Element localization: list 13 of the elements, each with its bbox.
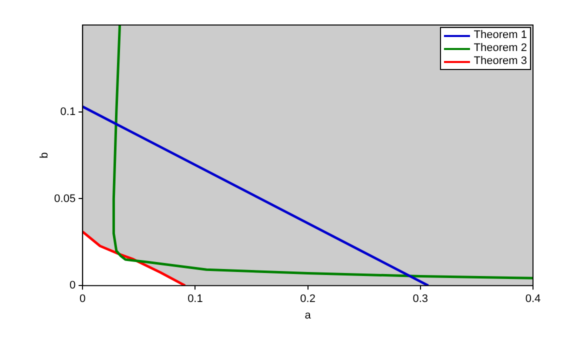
x-tick-label: 0.4: [525, 293, 541, 306]
y-tick-label: 0.1: [60, 106, 76, 118]
x-tick-label: 0.3: [412, 293, 428, 306]
legend-label: Theorem 3: [474, 55, 527, 68]
legend-label: Theorem 1: [474, 29, 527, 42]
x-tick-label: 0.1: [188, 293, 203, 306]
legend-label: Theorem 2: [474, 42, 527, 55]
x-axis-title: a: [304, 309, 312, 322]
y-tick-label: 0: [69, 280, 76, 292]
x-tick-label: 0: [80, 293, 86, 306]
y-tick-label: 0.05: [54, 192, 76, 205]
y-axis-title: b: [38, 152, 51, 158]
x-tick-label: 0.2: [300, 293, 316, 306]
